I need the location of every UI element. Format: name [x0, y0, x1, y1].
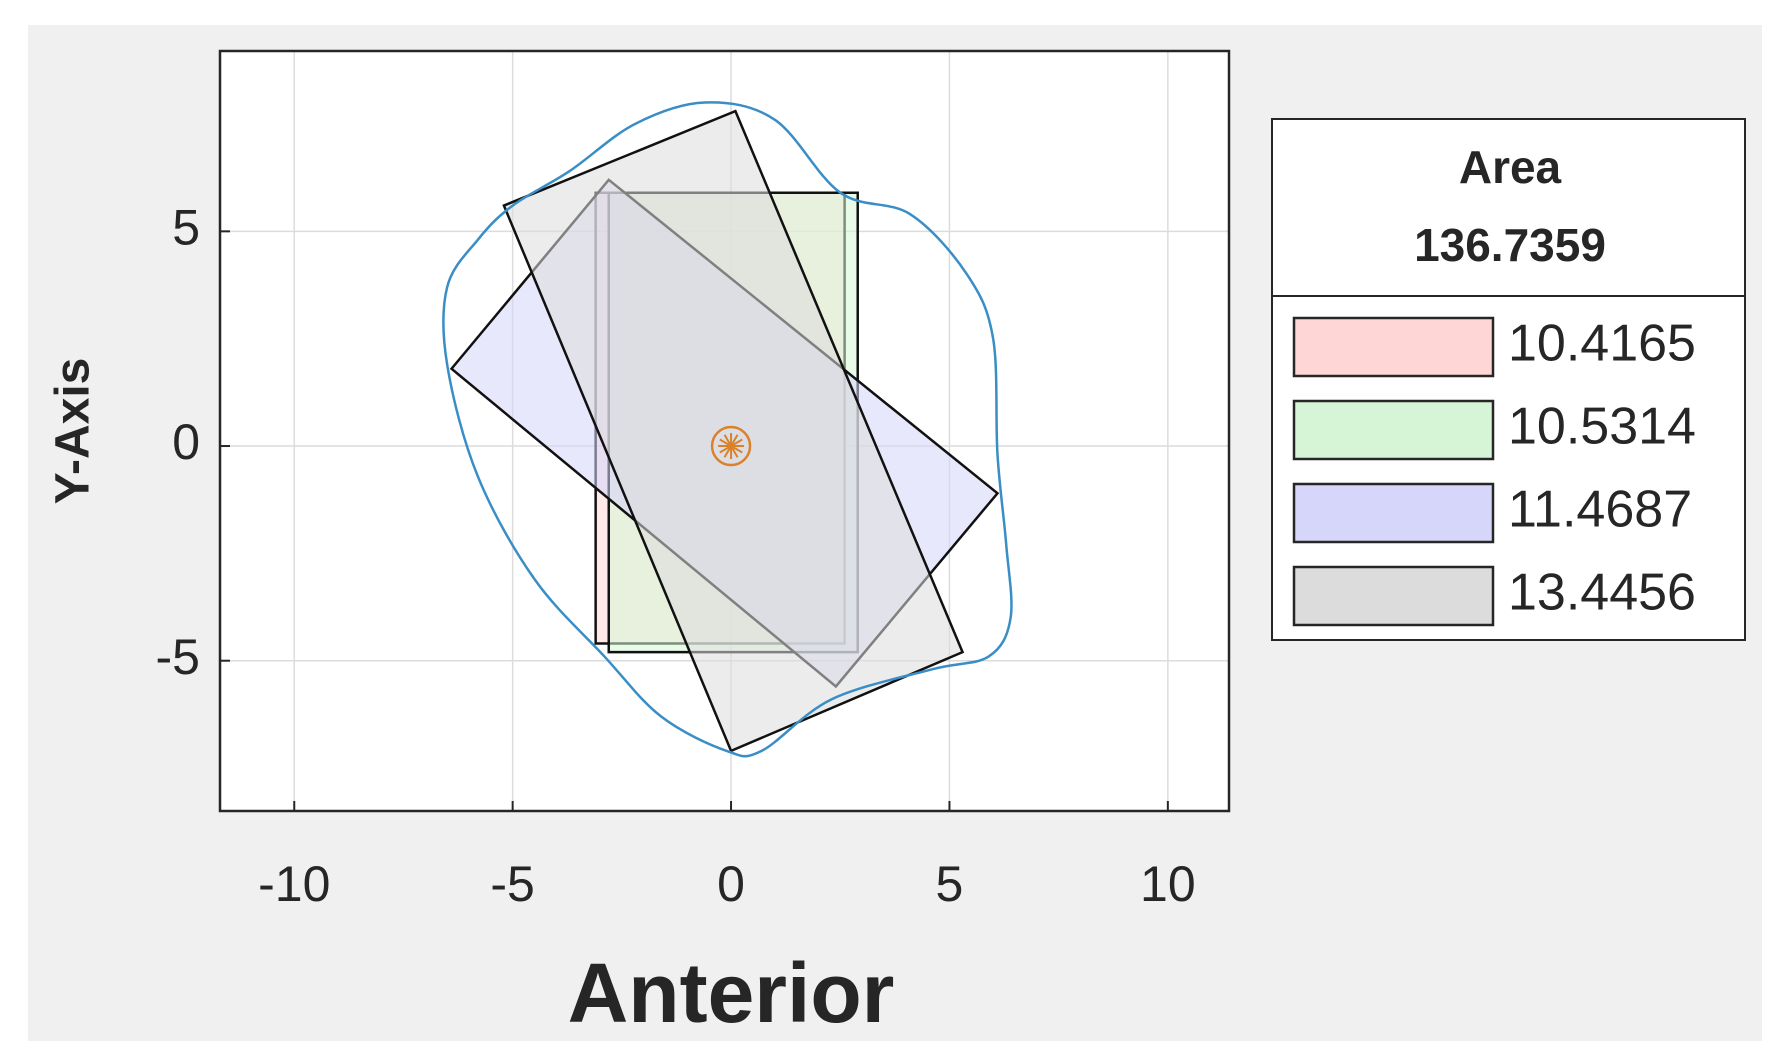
x-tick-label: -10: [258, 856, 330, 912]
center-marker: [710, 425, 752, 467]
y-axis-label: Y-Axis: [47, 358, 100, 505]
x-tick-label: 0: [717, 856, 745, 912]
x-tick-label: 5: [936, 856, 964, 912]
legend-subtitle: 136.7359: [1414, 219, 1606, 271]
x-tick-label: -5: [490, 856, 534, 912]
y-tick-label: -5: [156, 629, 200, 685]
legend-title: Area: [1459, 141, 1562, 193]
axes-box: [218, 49, 1231, 813]
center-circle: [710, 425, 752, 467]
x-axis-label: Anterior: [568, 946, 895, 1040]
y-tick-label: 0: [172, 414, 200, 470]
legend-swatch: [1292, 565, 1495, 627]
center-star: [719, 438, 743, 454]
legend-label: 11.4687: [1508, 481, 1692, 539]
legend-swatch: [1292, 482, 1495, 544]
plot-area: [220, 51, 1229, 811]
legend-label: 10.4165: [1508, 315, 1696, 373]
x-tick-label: 10: [1140, 856, 1196, 912]
outline-curve: [442, 101, 1013, 758]
legend-swatch: [1292, 316, 1495, 378]
y-tick-label: 5: [172, 200, 200, 256]
legend: Area 136.7359 10.4165 10.5314 11.4687 13.44…: [1271, 118, 1746, 641]
legend-swatch: [1292, 399, 1495, 461]
rectangle: [502, 109, 965, 753]
legend-label: 13.4456: [1508, 564, 1696, 622]
legend-label: 10.5314: [1508, 398, 1696, 456]
legend-box: [1271, 118, 1746, 641]
